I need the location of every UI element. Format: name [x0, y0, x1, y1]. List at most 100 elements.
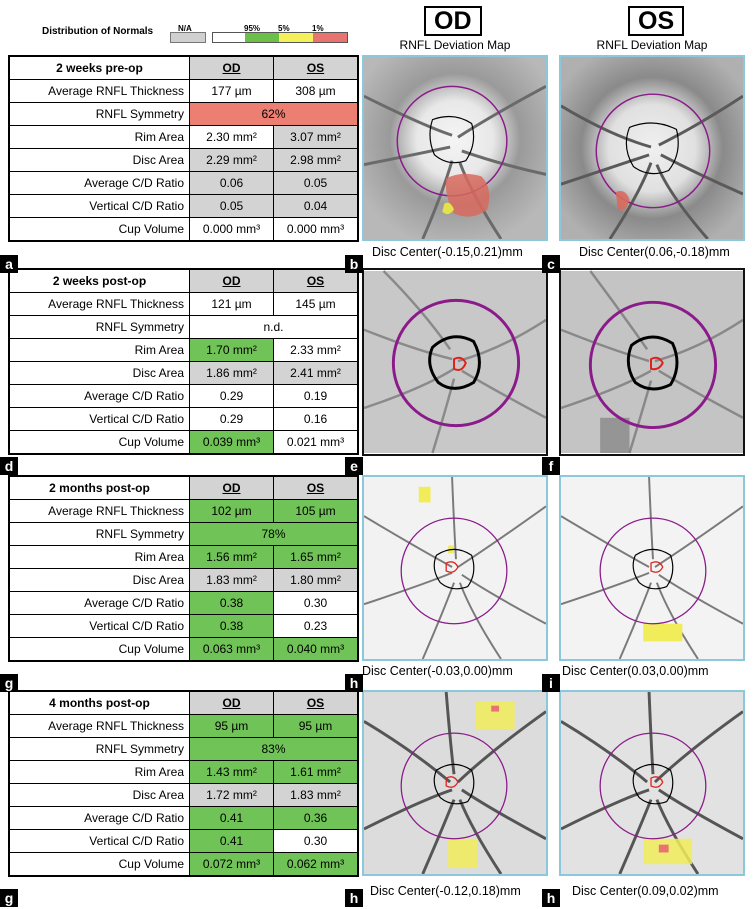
row-label: Cup Volume — [9, 852, 190, 876]
row-value-merged: 83% — [189, 737, 358, 761]
row-value-od: 0.000 mm³ — [189, 217, 274, 241]
row-value-os: 1.80 mm² — [273, 568, 358, 592]
table-row: Cup Volume 0.039 mm³ 0.021 mm³ — [9, 430, 358, 454]
table-row: Rim Area 1.43 mm² 1.61 mm² — [9, 760, 358, 784]
row-value-os: 2.98 mm² — [273, 148, 358, 172]
column-header-os: OS — [273, 691, 358, 715]
disc-center-os-pre-op: Disc Center(0.06,-0.18)mm — [579, 245, 730, 259]
legend-green-swatch — [245, 33, 279, 42]
table-header-row: 2 weeks post-op OD OS — [9, 269, 358, 293]
panel-letter-h: h — [345, 674, 363, 692]
table-title: 2 months post-op — [9, 476, 190, 500]
od-label: OD — [424, 6, 482, 36]
table-row: RNFL Symmetry 83% — [9, 737, 358, 761]
disc-center-od-4-months: Disc Center(-0.12,0.18)mm — [370, 884, 521, 898]
table-title: 2 weeks pre-op — [9, 56, 190, 80]
row-value-od: 2.29 mm² — [189, 148, 274, 172]
rnfl-map-os-2-months-post-op — [559, 475, 745, 661]
metrics-table: 4 months post-op OD OS Average RNFL Thickne… — [9, 691, 358, 876]
panel-letter-f: f — [542, 457, 560, 475]
table-row: Vertical C/D Ratio 0.38 0.23 — [9, 614, 358, 638]
panel-letter-g-2: g — [0, 889, 18, 907]
row-value-od: 0.38 — [189, 591, 274, 615]
row-value-os: 1.65 mm² — [273, 545, 358, 569]
table-row: Cup Volume 0.072 mm³ 0.062 mm³ — [9, 852, 358, 876]
legend-95-label: 95% — [244, 24, 261, 33]
row-label: Disc Area — [9, 148, 190, 172]
row-value-os: 145 µm — [273, 292, 358, 316]
panel-letter-h-3: h — [542, 889, 560, 907]
panel-letter-h-2: h — [345, 889, 363, 907]
row-label: Average RNFL Thickness — [9, 292, 190, 316]
table-row: Average C/D Ratio 0.29 0.19 — [9, 384, 358, 408]
row-label: RNFL Symmetry — [9, 737, 190, 761]
row-label: Cup Volume — [9, 637, 190, 661]
row-label: Average C/D Ratio — [9, 171, 190, 195]
table-row: Average C/D Ratio 0.41 0.36 — [9, 806, 358, 830]
legend-1-label: 1% — [312, 24, 324, 33]
row-value-od: 0.29 — [189, 407, 274, 431]
os-map-title: RNFL Deviation Map — [596, 38, 708, 52]
column-header-os: OS — [273, 269, 358, 293]
row-label: RNFL Symmetry — [9, 522, 190, 546]
row-label: Cup Volume — [9, 217, 190, 241]
legend-na-swatch — [170, 32, 206, 43]
table-header-row: 2 weeks pre-op OD OS — [9, 56, 358, 80]
table-row: Disc Area 1.86 mm² 2.41 mm² — [9, 361, 358, 385]
row-value-od: 2.30 mm² — [189, 125, 274, 149]
table-row: RNFL Symmetry 62% — [9, 102, 358, 126]
row-value-os: 95 µm — [273, 714, 358, 738]
panel-letter-d: d — [0, 457, 18, 475]
metrics-table: 2 months post-op OD OS Average RNFL Thickne… — [9, 476, 358, 661]
distribution-legend: Distribution of Normals N/A 95% 5% 1% — [0, 0, 360, 54]
row-value-od: 1.83 mm² — [189, 568, 274, 592]
row-value-od: 1.56 mm² — [189, 545, 274, 569]
row-value-od: 0.41 — [189, 806, 274, 830]
row-value-os: 105 µm — [273, 499, 358, 523]
row-label: Rim Area — [9, 125, 190, 149]
table-row: Average C/D Ratio 0.38 0.30 — [9, 591, 358, 615]
rnfl-map-od-2-months-post-op — [362, 475, 548, 661]
rnfl-map-od-pre-op — [362, 55, 548, 241]
table-row: Cup Volume 0.000 mm³ 0.000 mm³ — [9, 217, 358, 241]
table-row: Rim Area 1.70 mm² 2.33 mm² — [9, 338, 358, 362]
legend-yellow-swatch — [279, 33, 313, 42]
rnfl-map-od-4-months-post-op — [362, 690, 548, 876]
table-row: RNFL Symmetry n.d. — [9, 315, 358, 339]
row-value-os: 0.021 mm³ — [273, 430, 358, 454]
table-title: 2 weeks post-op — [9, 269, 190, 293]
row-value-od: 0.039 mm³ — [189, 430, 274, 454]
row-label: Vertical C/D Ratio — [9, 614, 190, 638]
disc-center-os-4-months: Disc Center(0.09,0.02)mm — [572, 884, 719, 898]
table-row: Disc Area 1.72 mm² 1.83 mm² — [9, 783, 358, 807]
row-value-od: 1.86 mm² — [189, 361, 274, 385]
row-value-os: 0.04 — [273, 194, 358, 218]
row-value-os: 2.41 mm² — [273, 361, 358, 385]
row-label: Average C/D Ratio — [9, 806, 190, 830]
row-label: Disc Area — [9, 783, 190, 807]
row-label: Vertical C/D Ratio — [9, 829, 190, 853]
row-label: RNFL Symmetry — [9, 315, 190, 339]
panel-letter-g: g — [0, 674, 18, 692]
row-value-od: 177 µm — [189, 79, 274, 103]
row-value-os: 0.040 mm³ — [273, 637, 358, 661]
row-value-os: 1.61 mm² — [273, 760, 358, 784]
disc-center-od-2-months: Disc Center(-0.03,0.00)mm — [362, 664, 513, 678]
panel-letter-c: c — [542, 255, 560, 273]
panel-letter-e: e — [345, 457, 363, 475]
row-value-od: 102 µm — [189, 499, 274, 523]
table-row: Disc Area 1.83 mm² 1.80 mm² — [9, 568, 358, 592]
column-header-od: OD — [189, 691, 274, 715]
row-value-os: 1.83 mm² — [273, 783, 358, 807]
table-4-months-post-op: 4 months post-op OD OS Average RNFL Thickne… — [8, 690, 359, 877]
row-label: Rim Area — [9, 545, 190, 569]
row-label: Vertical C/D Ratio — [9, 194, 190, 218]
row-value-merged: 62% — [189, 102, 358, 126]
os-label: OS — [628, 6, 685, 36]
row-value-os: 3.07 mm² — [273, 125, 358, 149]
table-row: Average RNFL Thickness 177 µm 308 µm — [9, 79, 358, 103]
row-value-os: 308 µm — [273, 79, 358, 103]
legend-title: Distribution of Normals — [42, 26, 154, 37]
row-value-od: 95 µm — [189, 714, 274, 738]
row-value-os: 0.23 — [273, 614, 358, 638]
